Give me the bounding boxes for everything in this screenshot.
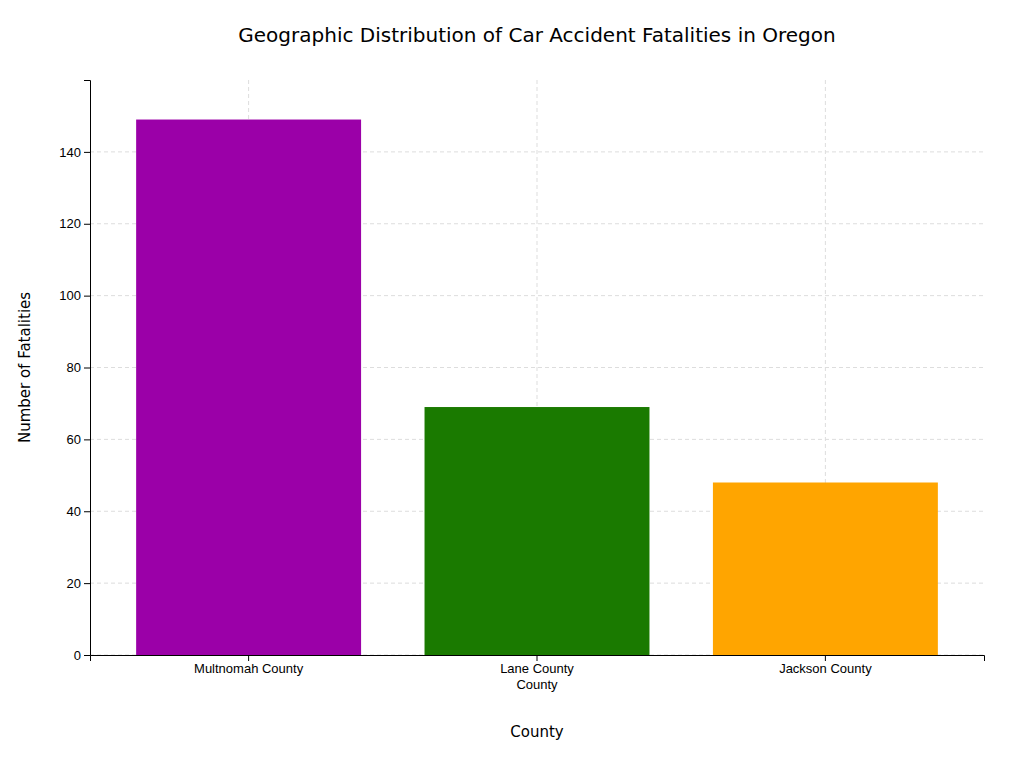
plot-area: 0 20 40 60 80 100 120 140 Multnomah County Lane C…: [59, 80, 984, 692]
y-tick: 40: [67, 504, 90, 519]
bars: [136, 120, 938, 655]
y-axis: 0 20 40 60 80 100 120 140: [59, 81, 90, 663]
chart-svg: 0 20 40 60 80 100 120 140 Multnomah County Lane C…: [0, 0, 1024, 765]
y-tick-label: 100: [59, 288, 81, 303]
y-tick-label: 140: [59, 145, 81, 160]
y-tick-label: 40: [67, 504, 81, 519]
x-tick-label: Jackson County: [779, 661, 872, 676]
y-tick-label: 80: [67, 360, 81, 375]
bar: [136, 120, 361, 655]
x-tick: Multnomah County: [194, 655, 304, 676]
bar: [425, 407, 650, 655]
y-tick-mark: [84, 224, 90, 225]
y-tick-label: 0: [74, 648, 81, 663]
x-tick-label-line: County: [516, 677, 558, 692]
y-tick-label: 60: [67, 432, 81, 447]
y-tick-label: 20: [67, 576, 81, 591]
x-axis-title: County: [510, 723, 564, 741]
y-tick: 140: [59, 145, 90, 160]
y-tick-mark: [84, 439, 90, 440]
y-tick: 80: [67, 360, 90, 375]
x-tick: Jackson County: [779, 655, 872, 676]
x-tick-mark: [248, 655, 249, 661]
y-tick-mark: [84, 655, 90, 656]
y-tick: 120: [59, 216, 90, 231]
y-tick-mark: [84, 152, 90, 153]
x-tick-label: Lane CountyCounty: [500, 661, 574, 692]
bar: [713, 483, 938, 656]
x-axis-line: [91, 656, 985, 662]
x-tick-label-line: Jackson County: [779, 661, 872, 676]
x-tick-label-line: Multnomah County: [194, 661, 304, 676]
grid: [90, 80, 984, 655]
x-axis: Multnomah County Lane CountyCounty Jackson…: [91, 655, 985, 692]
y-tick: 20: [67, 576, 90, 591]
x-tick: Lane CountyCounty: [500, 655, 574, 692]
y-tick: 100: [59, 288, 90, 303]
y-tick-mark: [84, 368, 90, 369]
chart-container: 0 20 40 60 80 100 120 140 Multnomah County Lane C…: [0, 0, 1024, 765]
x-tick-label: Multnomah County: [194, 661, 304, 676]
x-tick-mark: [537, 655, 538, 661]
x-tick-mark: [825, 655, 826, 661]
x-tick-label-line: Lane County: [500, 661, 574, 676]
y-tick-mark: [84, 296, 90, 297]
y-tick-mark: [84, 511, 90, 512]
y-axis-title: Number of Fatalities: [16, 292, 34, 443]
chart-title: Geographic Distribution of Car Accident …: [238, 23, 835, 47]
y-tick-label: 120: [59, 216, 81, 231]
y-tick-mark: [84, 583, 90, 584]
y-tick: 60: [67, 432, 90, 447]
y-axis-line: [84, 81, 91, 656]
y-tick: 0: [74, 648, 90, 663]
